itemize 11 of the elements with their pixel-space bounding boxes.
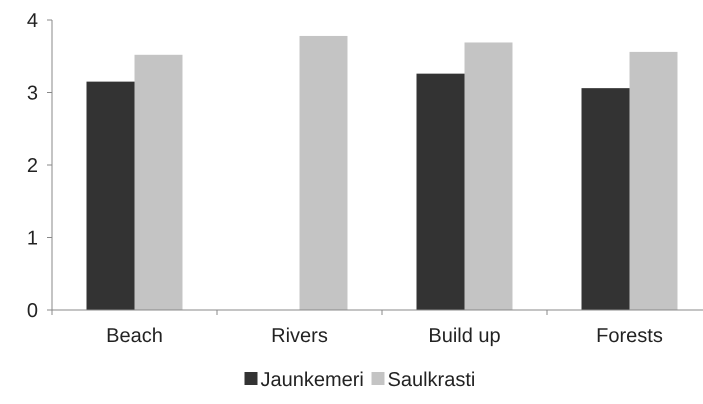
x-tick-label: Beach [106,325,163,347]
y-tick-label: 0 [26,300,38,322]
y-tick-label: 3 [26,82,38,104]
y-tick-label: 4 [26,10,38,32]
x-tick-label: Build up [428,325,501,347]
legend-label: Jaunkemeri [260,369,364,391]
y-tick-label: 2 [26,155,38,177]
y-tick-label: 1 [26,228,38,250]
x-tick-label: Forests [596,325,663,347]
x-tick-label: Rivers [271,325,328,347]
legend-label: Saulkrasti [388,369,476,391]
